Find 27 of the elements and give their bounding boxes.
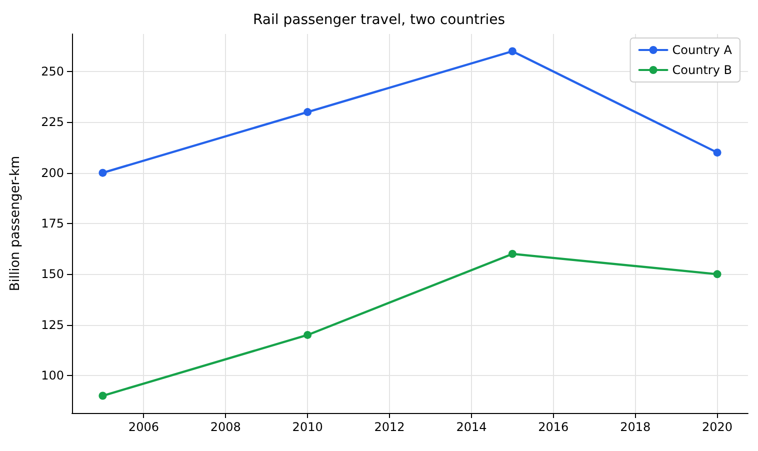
y-tick-label: 175: [41, 216, 64, 230]
point: [508, 250, 516, 258]
point: [304, 330, 312, 339]
x-tick-label: 2012: [374, 420, 405, 434]
y-axis-title: Billion passenger-km: [8, 156, 23, 292]
x-tick-label: 2008: [210, 420, 241, 434]
y-tick-label: 225: [41, 115, 64, 130]
y-tick-label: 150: [41, 267, 64, 282]
x-tick-label: 2014: [456, 420, 487, 434]
point: [98, 392, 107, 400]
point: [304, 108, 312, 116]
x-tick-label: 2006: [128, 420, 159, 434]
y-tick-label: 200: [41, 166, 64, 180]
x-tick-label: 2010: [292, 420, 323, 434]
point: [98, 168, 107, 177]
x-tick-label: 2016: [538, 420, 569, 434]
x-tick-label: 2020: [702, 420, 733, 434]
point: [713, 148, 722, 157]
y-tick-label: 100: [41, 368, 64, 383]
legend-label: Country A: [672, 43, 733, 57]
y-tick-label: 250: [41, 64, 64, 78]
point: [713, 270, 722, 278]
point: [508, 47, 516, 56]
legend-label: Country B: [672, 63, 732, 77]
chart-title: Rail passenger travel, two countries: [253, 12, 505, 28]
x-tick-label: 2018: [620, 420, 651, 434]
y-tick-label: 125: [41, 318, 64, 332]
